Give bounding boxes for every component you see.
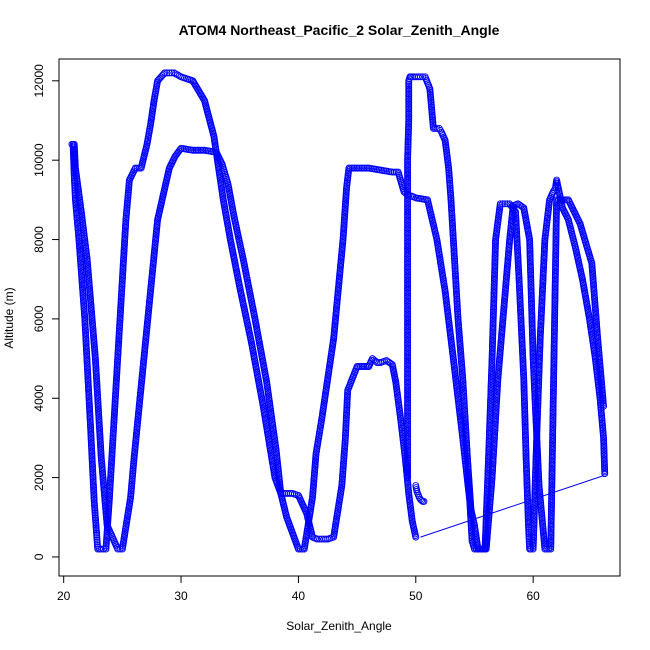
data-point bbox=[553, 196, 561, 204]
data-point bbox=[313, 535, 321, 543]
data-point bbox=[412, 533, 420, 541]
y-tick-label: 2000 bbox=[32, 464, 46, 491]
data-point bbox=[161, 69, 169, 77]
data-point bbox=[172, 70, 180, 78]
data-point bbox=[474, 545, 482, 553]
data-point bbox=[114, 545, 122, 553]
data-point bbox=[133, 164, 141, 172]
x-axis-label: Solar_Zenith_Angle bbox=[286, 619, 392, 633]
data-point bbox=[97, 545, 105, 553]
data-point bbox=[163, 69, 171, 77]
data-point bbox=[296, 545, 304, 553]
data-point bbox=[415, 73, 422, 81]
x-tick-label: 30 bbox=[174, 589, 188, 603]
data-point bbox=[165, 69, 173, 77]
y-tick-label: 6000 bbox=[32, 305, 46, 332]
data-point bbox=[372, 357, 379, 365]
data-point bbox=[373, 359, 381, 366]
chart-title: ATOM4 Northeast_Pacific_2 Solar_Zenith_A… bbox=[179, 22, 500, 38]
y-tick-label: 10000 bbox=[32, 143, 46, 177]
x-tick-label: 40 bbox=[292, 589, 306, 603]
data-point bbox=[168, 69, 176, 77]
y-tick-label: 8000 bbox=[32, 226, 46, 253]
y-tick-label: 4000 bbox=[32, 385, 46, 412]
x-tick-label: 50 bbox=[409, 589, 423, 603]
x-tick-label: 60 bbox=[526, 589, 540, 603]
data-point bbox=[407, 73, 415, 81]
data-point bbox=[170, 69, 178, 77]
data-marks bbox=[68, 69, 609, 553]
y-axis-label: Altitude (m) bbox=[2, 287, 16, 348]
data-point bbox=[390, 168, 398, 176]
data-point bbox=[96, 545, 103, 553]
y-axis: 0 2000 4000 6000 8000 10000 12000 bbox=[32, 64, 60, 560]
y-tick-label: 12000 bbox=[32, 64, 46, 98]
data-point bbox=[433, 124, 441, 132]
data-point bbox=[435, 124, 443, 132]
x-axis: 20 30 40 50 60 bbox=[57, 575, 540, 603]
x-tick-label: 20 bbox=[57, 589, 71, 603]
y-tick-label: 0 bbox=[32, 553, 46, 560]
